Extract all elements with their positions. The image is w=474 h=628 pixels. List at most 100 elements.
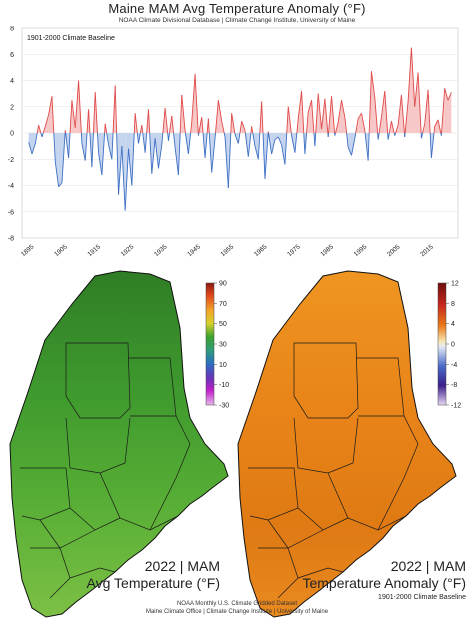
footer-line-2: Maine Climate Office | Climate Change In… (145, 609, 329, 615)
colorbar-tick-label: 50 (219, 321, 227, 328)
positive-line-segment (317, 93, 322, 130)
positive-line-segment (414, 72, 419, 107)
x-tick-label: 1975 (286, 243, 302, 258)
negative-line-segment (367, 132, 370, 161)
positive-line-segment (355, 118, 359, 134)
negative-line-segment (387, 132, 390, 140)
positive-line-segment (69, 100, 73, 134)
negative-line-segment (106, 132, 109, 145)
positive-line-segment (444, 88, 449, 101)
negative-line-segment (187, 132, 192, 155)
negative-area-segment (348, 133, 352, 156)
negative-line-segment (223, 132, 226, 138)
negative-line-segment (281, 144, 286, 165)
positive-line-segment (315, 93, 319, 134)
positive-line-segment (36, 125, 40, 134)
positive-line-segment (51, 96, 55, 134)
grid-lines (22, 27, 458, 239)
positive-line-segment (331, 96, 336, 134)
positive-area-segment (448, 92, 452, 133)
x-tick-label: 1925 (120, 243, 136, 258)
negative-line-segment (173, 132, 176, 148)
y-tick-label: 2 (10, 104, 14, 111)
negative-line-segment (271, 139, 276, 155)
negative-line-segment (224, 136, 229, 189)
negative-line-segment (101, 132, 106, 176)
positive-line-segment (86, 109, 90, 134)
y-tick-label: -8 (8, 236, 14, 243)
negative-area-segment (31, 133, 36, 154)
positive-line-segment (231, 113, 236, 134)
positive-area-segment (341, 100, 345, 133)
positive-line-segment (447, 92, 452, 101)
positive-line-segment (321, 98, 326, 130)
positive-line-segment (88, 109, 91, 134)
colorbar-tick-label: 30 (219, 342, 227, 349)
x-tick-label: 1945 (186, 243, 202, 258)
y-tick-label: -6 (8, 209, 14, 216)
positive-line-segment (390, 121, 395, 134)
positive-area-segment (308, 100, 312, 133)
negative-line-segment (234, 134, 239, 144)
negative-line-segment (257, 132, 261, 160)
positive-line-segment (441, 88, 446, 134)
colorbar-tick-label: -4 (451, 362, 457, 369)
positive-line-segment (112, 85, 116, 134)
negative-line-segment (204, 132, 208, 158)
negative-line-segment (131, 132, 135, 186)
negative-line-segment (244, 132, 249, 157)
negative-line-segment (284, 132, 288, 165)
negative-line-segment (377, 132, 380, 140)
right-map-variable: Temperature Anomaly (°F) (302, 575, 466, 591)
negative-line-segment (185, 132, 189, 155)
avg-colorbar-ticks: 90 70 50 30 10 -10 -30 (214, 281, 229, 410)
left-map-variable: Avg Temperature (°F) (86, 575, 220, 591)
negative-line-segment (262, 132, 266, 179)
positive-line-segment (297, 90, 303, 119)
positive-line-segment (78, 80, 82, 134)
negative-line-segment (364, 132, 369, 161)
right-map-year: 2022 | MAM (390, 558, 466, 574)
left-map-caption: 2022 | MAM Avg Temperature (°F) (87, 558, 220, 592)
positive-line-segment (378, 117, 382, 134)
negative-line-segment (252, 132, 256, 147)
positive-line-segment (341, 100, 346, 118)
negative-area-segment (254, 133, 259, 160)
negative-line-segment (294, 132, 298, 153)
anomaly-colorbar-ticks: 12 8 4 0 -4 -8 -12 (446, 281, 461, 410)
positive-area-segment (371, 71, 375, 133)
positive-line-segment (48, 96, 53, 115)
y-tick-label: 8 (10, 26, 14, 33)
positive-line-segment (148, 109, 151, 134)
negative-line-segment (304, 132, 308, 155)
negative-line-segment (202, 132, 206, 158)
negative-line-segment (161, 132, 164, 145)
negative-line-segment (54, 161, 60, 187)
positive-line-segment (335, 122, 339, 134)
negative-line-segment (98, 152, 103, 176)
positive-line-segment (381, 90, 386, 118)
positive-line-segment (286, 106, 289, 134)
y-tick-label: -4 (8, 183, 14, 190)
negative-line-segment (116, 132, 119, 195)
positive-area-segment (414, 72, 419, 133)
negative-line-segment (277, 136, 283, 145)
right-map-caption: 2022 | MAM Temperature Anomaly (°F) (302, 558, 466, 592)
positive-line-segment (104, 123, 108, 134)
positive-line-segment (171, 115, 175, 134)
positive-line-segment (397, 94, 402, 126)
y-tick-label: 6 (10, 52, 14, 59)
negative-line-segment (346, 132, 349, 148)
x-tick-label: 1995 (353, 243, 369, 258)
positive-area-segment (358, 113, 362, 133)
positive-line-segment (194, 73, 199, 134)
positive-line-segment (433, 126, 436, 134)
positive-line-segment (141, 125, 144, 134)
x-tick-label: 1985 (319, 243, 335, 258)
positive-line-segment (241, 121, 246, 131)
negative-line-segment (420, 132, 424, 139)
negative-area-segment (281, 133, 285, 165)
positive-line-segment (287, 106, 292, 134)
negative-line-segment (347, 147, 352, 156)
negative-line-segment (167, 132, 170, 141)
